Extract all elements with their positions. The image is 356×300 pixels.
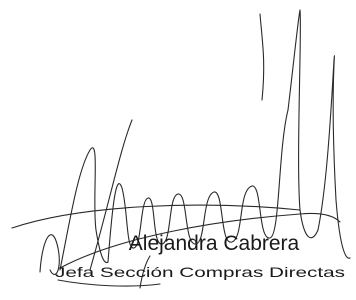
- signer-role: Jefa Sección Compras Directas: [55, 264, 345, 280]
- signature-block: Alejandra Cabrera Jefa Sección Compras D…: [0, 0, 356, 300]
- page: {"signature": {"name": "Alejandra Cabrer…: [0, 0, 356, 300]
- signer-name: Alejandra Cabrera: [129, 232, 300, 255]
